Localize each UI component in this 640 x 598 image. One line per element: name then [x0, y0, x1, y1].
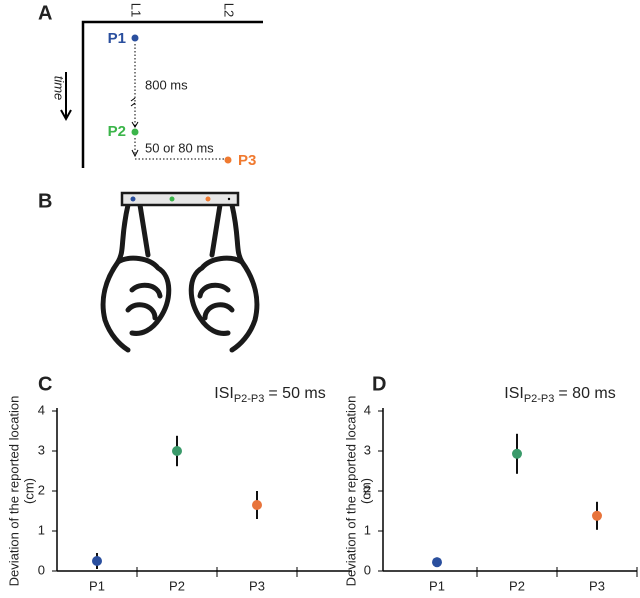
right-hand: [188, 202, 245, 336]
data-point: [172, 446, 182, 456]
light-bar: [120, 191, 240, 207]
right-fingers: [197, 282, 235, 321]
x-tick-label: P2: [509, 578, 525, 593]
y-tick-label: 0: [364, 562, 371, 577]
point-dot: [131, 34, 139, 42]
interval-label: 50 or 80 ms: [145, 140, 214, 155]
frame: [81, 20, 263, 168]
y-axis-label: Deviation of the reported location: [6, 396, 21, 587]
panel-label: A: [38, 2, 52, 24]
y-tick-label: 0: [38, 562, 45, 577]
title-main: ISI: [504, 385, 524, 402]
y-tick-label: 3: [364, 442, 371, 457]
x-tick-label: P1: [89, 578, 105, 593]
panel-label: B: [38, 190, 52, 212]
x-tick-label: P2: [169, 578, 185, 593]
data-point: [252, 500, 262, 510]
arrowhead: [131, 121, 139, 158]
x-tick-label: P3: [249, 578, 265, 593]
bar-dot: [130, 196, 136, 202]
data-point: [432, 557, 442, 568]
y-axis-label: Deviation of the reported location: [343, 396, 358, 587]
bar-dot: [227, 197, 231, 201]
panel-label: D: [372, 373, 386, 395]
x-tick-label: P3: [589, 578, 605, 593]
location-label: L2: [222, 3, 237, 17]
y-tick-label: 2: [364, 482, 371, 497]
y-tick-label: 4: [38, 402, 45, 417]
location-label: L1: [129, 3, 144, 17]
time-arrowhead: [60, 109, 72, 122]
title-suffix: = 50 ms: [268, 385, 325, 402]
y-tick-label: 4: [364, 402, 371, 417]
data-point: [592, 510, 602, 521]
break-mark: [130, 97, 136, 107]
y-axis-label: (cm): [358, 478, 373, 504]
title-suffix: = 80 ms: [558, 385, 615, 402]
y-axis-label: (cm): [21, 478, 36, 504]
title-main: ISI: [214, 385, 234, 402]
left-fingers: [125, 282, 163, 321]
chart-title: ISIP2-P3 = 80 ms: [504, 385, 616, 405]
y-tick-label: 1: [38, 522, 45, 537]
bar-dot: [205, 196, 211, 202]
interval-label: 800 ms: [145, 77, 188, 92]
panel-b: [100, 202, 260, 353]
data-point: [512, 448, 522, 459]
y-tick-label: 1: [364, 522, 371, 537]
left-hand: [100, 202, 131, 353]
right-hand: [229, 202, 260, 353]
x-tick-label: P1: [429, 578, 445, 593]
point-dot: [224, 156, 232, 164]
time-label: time: [52, 76, 67, 101]
panel-a: [60, 20, 263, 168]
point-label: P2: [108, 123, 126, 140]
y-tick-label: 3: [38, 442, 45, 457]
point-label: P3: [238, 152, 256, 169]
point-dot: [131, 128, 139, 136]
bar-dot: [169, 196, 175, 202]
data-point: [92, 556, 102, 566]
point-label: P1: [108, 30, 126, 47]
title-subscript: P2-P3: [524, 393, 555, 405]
y-tick-label: 2: [38, 482, 45, 497]
chart-title: ISIP2-P3 = 50 ms: [214, 385, 326, 405]
title-subscript: P2-P3: [234, 393, 265, 405]
panel-label: C: [38, 373, 52, 395]
left-hand: [115, 202, 172, 336]
